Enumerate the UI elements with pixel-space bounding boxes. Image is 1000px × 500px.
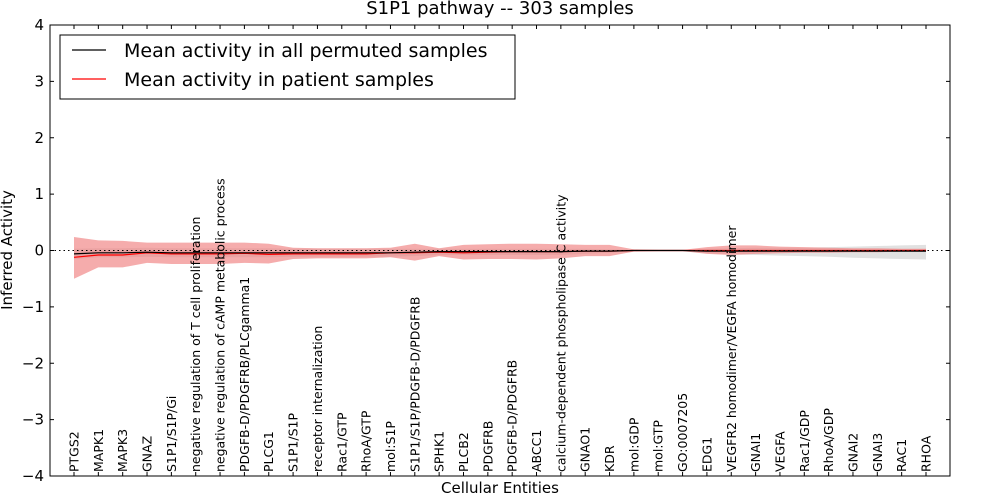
x-tick-label: PLCG1: [261, 431, 276, 472]
y-tick-label: −4: [22, 467, 44, 485]
x-tick-label: receptor internalization: [310, 326, 325, 472]
legend-label-permuted: Mean activity in all permuted samples: [124, 40, 487, 62]
x-tick-label: Rac1/GTP: [334, 412, 349, 472]
x-tick-label: ABCC1: [529, 430, 544, 472]
legend-label-patient: Mean activity in patient samples: [124, 69, 434, 91]
x-tick-label: KDR: [602, 445, 617, 472]
y-tick-label: 3: [34, 72, 44, 90]
x-tick-label: mol:GDP: [626, 417, 641, 472]
legend: Mean activity in all permuted samples Me…: [59, 34, 516, 100]
x-tick-label: VEGFA: [772, 431, 787, 472]
x-tick-label: MAPK3: [115, 429, 130, 472]
x-tick-label: PDGFB-D/PDGFRB/PLCgamma1: [237, 277, 252, 472]
y-tick-label: 4: [34, 16, 44, 34]
x-tick-label: S1P1/S1P/Gi: [164, 396, 179, 472]
x-tick-label: Rac1/GDP: [797, 410, 812, 472]
y-tick-label: 2: [34, 129, 44, 147]
band-patient: [74, 237, 926, 279]
x-tick-label: GNAI3: [870, 433, 885, 472]
y-axis-ticks: 4 3 2 1 0 −1 −2 −3 −4: [22, 16, 950, 485]
x-tick-label: negative regulation of T cell proliferat…: [188, 217, 203, 472]
x-tick-label: RHOA: [919, 435, 934, 472]
x-tick-label: EDG1: [699, 437, 714, 472]
legend-box: [59, 34, 516, 100]
x-tick-label: mol:S1P: [383, 421, 398, 472]
x-tick-label: PLCB2: [456, 432, 471, 472]
x-tick-label: GNAZ: [140, 436, 155, 472]
x-tick-label: PDGFRB: [480, 421, 495, 472]
line-permuted: [73, 249, 926, 255]
chart-title: S1P1 pathway -- 303 samples: [366, 0, 634, 19]
x-tick-label: GO:0007205: [675, 393, 690, 472]
x-tick-label: negative regulation of cAMP metabolic pr…: [213, 178, 228, 472]
x-tick-label: RhoA/GTP: [359, 410, 374, 472]
x-tick-label: RAC1: [894, 439, 909, 472]
y-tick-label: −1: [22, 298, 44, 316]
x-tick-label: calcium-dependent phospholipase C activi…: [553, 194, 568, 472]
x-tick-label: S1P1/S1P/PDGFB-D/PDGFRB: [407, 297, 422, 473]
y-tick-label: 0: [34, 242, 44, 260]
x-tick-label: mol:GTP: [651, 420, 666, 472]
x-tick-label: SPHK1: [432, 431, 447, 472]
x-axis-label: Cellular Entities: [441, 479, 559, 497]
x-tick-label: GNAI1: [748, 433, 763, 472]
x-axis-ticks: PTGS2 MAPK1 MAPK3 GNAZ S1P1/S1P/Gi negative r…: [67, 25, 934, 476]
y-tick-label: −2: [22, 354, 44, 372]
x-tick-label: S1P1/S1P: [286, 413, 301, 472]
x-tick-label: PTGS2: [67, 431, 82, 472]
y-tick-label: 1: [34, 185, 44, 203]
y-axis-label: Inferred Activity: [0, 190, 16, 310]
x-tick-label: PDGFB-D/PDGFRB: [505, 360, 520, 472]
x-tick-label: MAPK1: [91, 429, 106, 472]
x-tick-label: RhoA/GDP: [821, 408, 836, 472]
y-tick-label: −3: [22, 411, 44, 429]
x-tick-label: GNAO1: [578, 427, 593, 472]
x-tick-label: GNAI2: [846, 433, 861, 472]
x-tick-label: VEGFR2 homodimer/VEGFA homodimer: [724, 225, 739, 472]
